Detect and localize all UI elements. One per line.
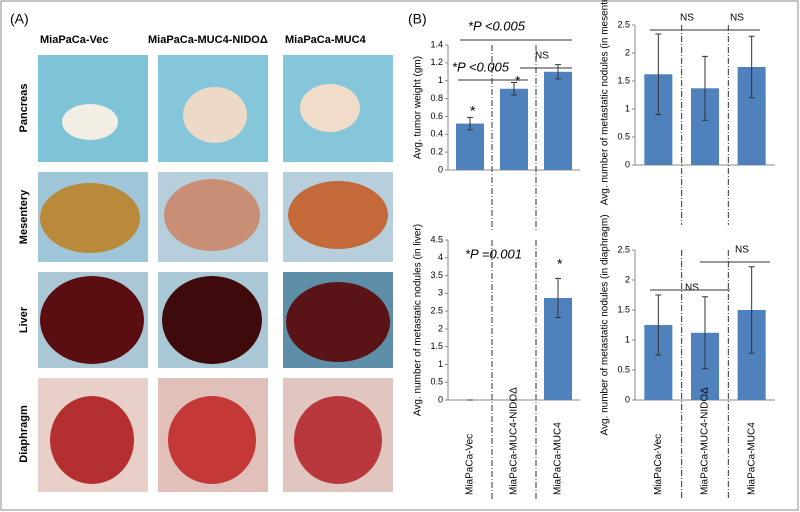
row-label: Liver <box>18 306 30 333</box>
annotation: NS <box>680 13 694 24</box>
annotation: *P <0.005 <box>468 18 526 33</box>
bar <box>544 71 572 170</box>
y-tick-label: 0 <box>438 394 443 404</box>
x-tick-label: MiaPaCa-Vec <box>465 434 476 495</box>
annotation: * <box>470 103 476 119</box>
annotation: NS <box>535 51 549 62</box>
bar <box>500 88 528 170</box>
y-tick-label: 0 <box>625 394 630 404</box>
error-bar <box>655 33 662 116</box>
y-tick-label: 0.4 <box>430 129 443 139</box>
x-tick-label: MiaPaCa-MUC4-NIDOΔ <box>700 387 711 495</box>
y-tick-label: 1.2 <box>430 57 443 67</box>
column-label: MiaPaCa-Vec <box>40 34 108 46</box>
error-bar <box>702 296 708 370</box>
y-tick-label: 4 <box>438 252 443 262</box>
row-label: Diaphragm <box>18 405 30 463</box>
y-tick-label: 1.4 <box>430 39 443 49</box>
y-tick-label: 1 <box>625 334 630 344</box>
y-tick-label: 3.5 <box>430 270 443 280</box>
y-tick-label: 2 <box>625 274 630 284</box>
x-tick-label: MiaPaCa-MUC4-NIDOΔ <box>509 387 520 495</box>
column-label: MiaPaCa-MUC4-NIDOΔ <box>148 34 268 46</box>
y-tick-label: 2.5 <box>430 305 443 315</box>
y-tick-label: 2 <box>438 323 443 333</box>
y-axis-label: Avg. number of metastatic nodules (in me… <box>600 0 611 205</box>
x-tick-label: MiaPaCa-MUC4 <box>746 422 757 495</box>
panel-label: (B) <box>408 11 427 27</box>
row-label: Pancreas <box>18 84 30 133</box>
y-tick-label: 1 <box>625 103 630 113</box>
y-axis-label: Avg. number of metastatic nodules (in li… <box>413 224 424 416</box>
column-label: MiaPaCa-MUC4 <box>285 34 367 46</box>
y-tick-label: 1 <box>438 75 443 85</box>
y-tick-label: 1.5 <box>430 341 443 351</box>
bar <box>456 123 484 170</box>
y-tick-label: 2 <box>625 47 630 57</box>
annotation: NS <box>685 283 699 294</box>
error-bar <box>555 277 561 319</box>
error-bar <box>655 294 662 356</box>
y-tick-label: 0.2 <box>430 147 443 157</box>
x-tick-label: MiaPaCa-MUC4 <box>553 422 564 495</box>
y-tick-label: 2.5 <box>617 244 630 254</box>
y-tick-label: 0 <box>625 159 630 169</box>
y-tick-label: 0.8 <box>430 93 443 103</box>
photos <box>38 55 393 492</box>
y-tick-label: 0.5 <box>617 364 630 374</box>
error-bar <box>748 266 755 354</box>
y-tick-label: 3 <box>438 288 443 298</box>
y-axis-label: Avg. number of metastatic nodules (in di… <box>600 214 611 435</box>
annotation: * <box>557 256 563 272</box>
error-bar <box>702 55 708 121</box>
annotation: NS <box>730 13 744 24</box>
y-axis-label: Avg. tumor weight (gm) <box>413 56 424 159</box>
y-tick-label: 0.5 <box>430 377 443 387</box>
y-tick-label: 0 <box>438 164 443 174</box>
error-bar <box>555 64 561 80</box>
error-bar <box>467 116 473 131</box>
annotation: *P <0.005 <box>452 59 510 74</box>
annotation: *P =0.001 <box>465 246 522 261</box>
y-tick-label: 4.5 <box>430 234 443 244</box>
y-tick-label: 0.6 <box>430 111 443 121</box>
row-label: Mesentery <box>18 189 30 244</box>
annotation: * <box>515 73 521 89</box>
annotation: NS <box>735 245 749 256</box>
y-tick-label: 0.5 <box>617 131 630 141</box>
y-tick-label: 1 <box>438 359 443 369</box>
y-tick-label: 2.5 <box>617 19 630 29</box>
y-tick-label: 1.5 <box>617 304 630 314</box>
y-tick-label: 1.5 <box>617 75 630 85</box>
x-tick-label: MiaPaCa-Vec <box>653 434 664 495</box>
panel-label: (A) <box>10 11 29 27</box>
error-bar <box>511 82 517 96</box>
error-bar <box>748 35 755 99</box>
